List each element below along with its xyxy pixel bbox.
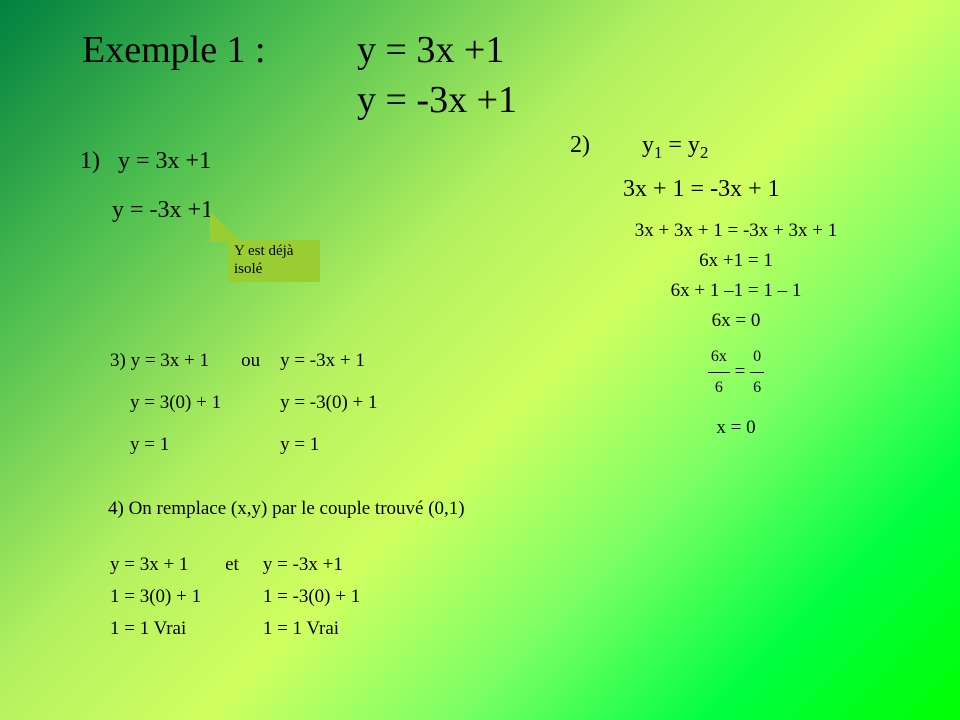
step3-l2b: y = 1	[280, 434, 395, 474]
step1-num: 1)	[80, 148, 100, 174]
step2-line: 6x = 0	[576, 306, 896, 336]
step2-head: y1 = y2	[642, 132, 708, 163]
step2-work: 3x + 3x + 1 = -3x + 3x + 1 6x +1 = 1 6x …	[576, 216, 896, 443]
step1-eq1: y = 3x +1	[118, 148, 211, 174]
step3-alt: y = -3x + 1	[280, 350, 395, 390]
step2-line: 6x + 1 –1 = 1 – 1	[576, 276, 896, 306]
step2-result: x = 0	[576, 413, 896, 443]
callout: Y est déjà isolé	[228, 240, 320, 282]
title-label: Exemple 1 :	[82, 29, 266, 71]
step-1: 1) y = 3x +1 y = -3x +1	[80, 148, 213, 224]
step2-line: 3x + 3x + 1 = -3x + 3x + 1	[576, 216, 896, 246]
step4-et: et	[225, 554, 261, 584]
title-system: y = 3x +1 y = -3x +1	[357, 28, 517, 122]
step2-line: 6x +1 = 1	[576, 246, 896, 276]
step-4: y = 3x + 1 et y = -3x +1 1 = 3(0) + 1 1 …	[108, 552, 384, 650]
step4-c1: 1 = 1 Vrai	[110, 618, 223, 648]
step3-l1b: y = -3(0) + 1	[280, 392, 395, 432]
step2-frac: 6x6 = 06	[576, 342, 896, 403]
step-3: 3) y = 3x + 1 ou y = -3x + 1 y = 3(0) + …	[108, 348, 398, 476]
title-eq1: y = 3x +1	[357, 29, 504, 71]
step1-eq2: y = -3x +1	[112, 197, 213, 224]
slide-title: Exemple 1 : y = 3x +1 y = -3x +1	[82, 28, 266, 72]
step4-c2: y = -3x +1	[263, 554, 382, 584]
step4-intro: 4) On remplace (x,y) par le couple trouv…	[108, 498, 465, 520]
step2-num: 2)	[570, 132, 590, 159]
title-eq2: y = -3x +1	[357, 78, 517, 122]
step3-ou: ou	[241, 350, 278, 390]
callout-tail	[210, 212, 242, 242]
step4-c1: 1 = 3(0) + 1	[110, 586, 223, 616]
step3-l1a: y = 3(0) + 1	[110, 392, 239, 432]
step4-c1: y = 3x + 1	[110, 554, 223, 584]
step3-label: 3) y = 3x + 1	[110, 350, 239, 390]
step4-c2: 1 = -3(0) + 1	[263, 586, 382, 616]
callout-text: Y est déjà isolé	[234, 243, 293, 277]
step2-eq: 3x + 1 = -3x + 1	[623, 176, 780, 203]
step4-c2: 1 = 1 Vrai	[263, 618, 382, 648]
step3-l2a: y = 1	[110, 434, 239, 474]
